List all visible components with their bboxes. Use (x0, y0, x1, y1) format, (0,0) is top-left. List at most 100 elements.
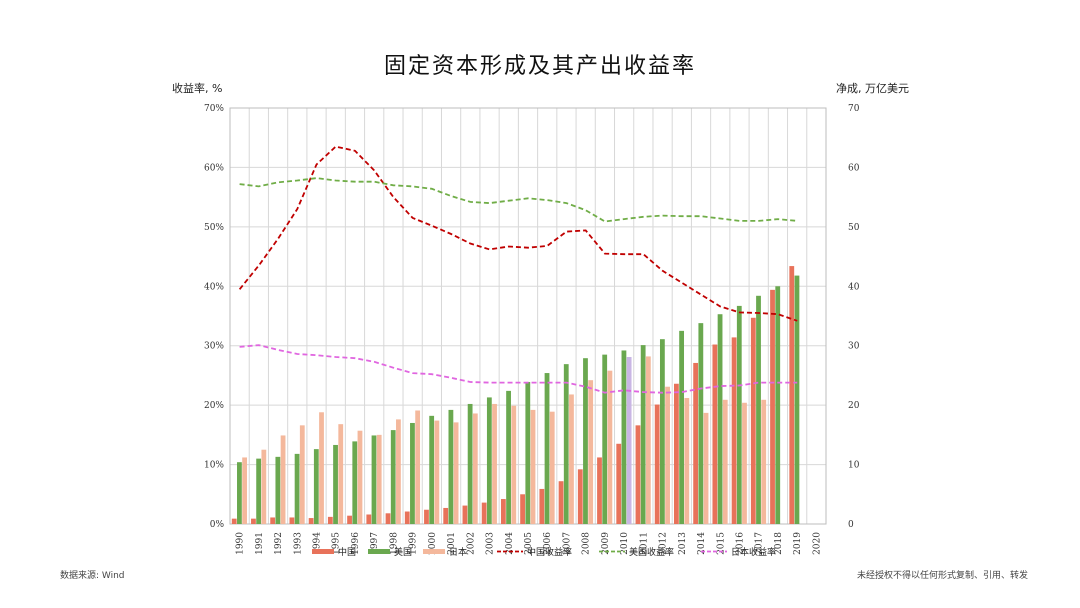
legend-label: 美国 (394, 546, 412, 558)
bar-china (770, 289, 775, 524)
x-tick-label: 1994 (313, 532, 323, 555)
x-tick-label: 2011 (639, 532, 649, 555)
bar-japan (453, 422, 459, 524)
x-tick-label: 2007 (562, 532, 572, 555)
bar-usa (352, 441, 358, 524)
x-tick-label: 2001 (447, 532, 457, 555)
legend-swatch-bar-usa (368, 549, 390, 554)
bar-china (674, 383, 679, 524)
bar-japan (338, 424, 344, 524)
bar-japan (261, 449, 267, 524)
bar-japan (588, 380, 594, 524)
bar-usa (256, 458, 262, 524)
bar-china (308, 518, 314, 524)
bar-china (424, 509, 429, 524)
y-tick-left: 30% (204, 342, 224, 352)
y-tick-right: 30 (848, 342, 860, 352)
bar-china (481, 502, 487, 524)
x-tick-label: 2013 (678, 532, 688, 555)
x-tick-label: 2020 (812, 532, 822, 555)
bar-china (462, 505, 468, 524)
bar-china (789, 266, 795, 524)
x-tick-label: 2002 (466, 532, 476, 555)
bar-china (231, 518, 237, 524)
bar-usa (621, 350, 627, 524)
bar-china (693, 362, 699, 524)
bar-china (577, 469, 583, 524)
bar-china (289, 517, 295, 524)
bar-usa (736, 305, 742, 524)
x-tick-label: 2003 (486, 532, 496, 555)
x-tick-label: 1990 (236, 532, 246, 555)
bar-usa (486, 397, 492, 524)
x-tick-label: 1991 (255, 532, 265, 555)
source-note: 数据来源: Wind (60, 571, 125, 581)
bar-japan (492, 403, 497, 524)
x-tick-label: 2014 (697, 532, 707, 555)
bar-japan (665, 386, 670, 524)
x-tick-label: 1993 (293, 532, 303, 555)
bar-china (443, 507, 449, 524)
line-usa-return (239, 177, 798, 223)
y-tick-left: 70% (204, 104, 224, 114)
line-china-return (238, 145, 798, 322)
bar-usa (756, 295, 761, 524)
legend-label: 日本 (449, 546, 467, 558)
y-tick-right: 50 (848, 223, 860, 233)
bar-usa (717, 314, 723, 524)
bar-china (251, 518, 256, 524)
x-tick-label: 2012 (659, 532, 669, 555)
bar-usa (794, 275, 800, 524)
bar-china (558, 481, 564, 524)
x-tick-label: 2010 (620, 532, 630, 555)
bar-china (347, 515, 352, 524)
bar-japan (434, 420, 440, 524)
y-tick-left: 0% (210, 520, 225, 530)
bar-usa (390, 430, 396, 524)
x-tick-label: 2008 (582, 532, 592, 555)
bar-usa (506, 390, 511, 524)
copyright-note: 未经授权不得以任何形式复制、引用、转发 (856, 571, 1028, 581)
y-tick-right: 70 (848, 104, 860, 114)
bar-usa (563, 364, 569, 524)
bar-usa (237, 462, 242, 524)
bar-usa (448, 409, 454, 524)
bar-china (654, 404, 660, 524)
y-tick-right: 10 (848, 461, 860, 471)
bar-usa (371, 435, 377, 524)
bar-japan (530, 409, 536, 524)
x-tick-label: 2009 (601, 532, 611, 555)
bar-japan (299, 425, 305, 524)
bar-usa (467, 403, 473, 524)
bar-japan (607, 370, 613, 524)
legend-swatch-bar-china (312, 549, 334, 554)
y-tick-right: 0 (848, 520, 854, 530)
bar-china (385, 513, 391, 524)
bar-japan (376, 434, 382, 524)
bar-china (270, 517, 276, 524)
x-tick-label: 1997 (370, 532, 380, 555)
x-tick-label: 2016 (735, 532, 745, 555)
chart-title: 固定资本形成及其产出收益率 (383, 54, 696, 79)
x-tick-label: 2017 (755, 532, 765, 555)
y-tick-right: 40 (848, 282, 860, 292)
bar-usa (602, 354, 608, 524)
bar-china (712, 344, 718, 524)
y-tick-right: 60 (848, 163, 860, 173)
bar-usa (544, 373, 550, 524)
bar-china (597, 457, 602, 524)
x-tick-label: 1992 (274, 532, 284, 555)
x-tick-label: 2019 (793, 532, 803, 555)
bar-japan (742, 402, 747, 524)
bar-japan (569, 394, 574, 524)
bar-usa (525, 381, 531, 524)
bar-usa (698, 323, 704, 524)
bar-japan (415, 410, 421, 524)
bar-usa (429, 415, 435, 524)
x-tick-label: 2006 (543, 532, 553, 555)
bar-japan (511, 405, 517, 524)
legend-label: 中国收益率 (527, 546, 572, 558)
bar-china (635, 425, 641, 524)
x-tick-label: 1995 (332, 532, 342, 555)
